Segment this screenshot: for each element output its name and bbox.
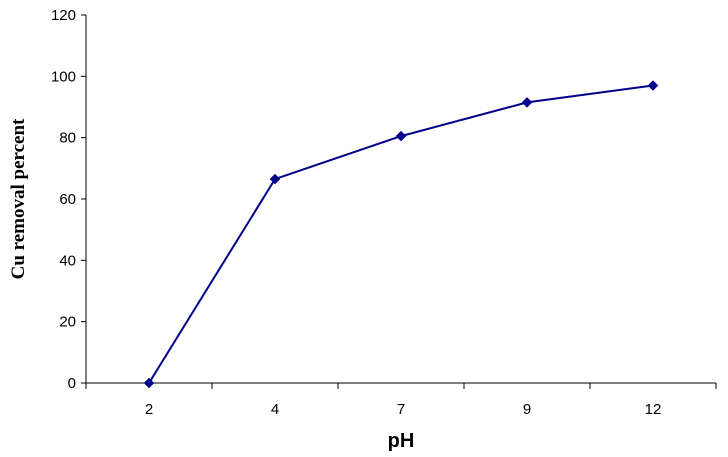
y-axis: 0 20 40 60 80 100 120 bbox=[51, 7, 87, 392]
data-point-12 bbox=[647, 80, 659, 91]
x-tick-label: 12 bbox=[645, 401, 662, 418]
series-line bbox=[148, 84, 654, 384]
y-tick-label: 60 bbox=[59, 191, 76, 208]
y-tick-label: 100 bbox=[51, 68, 76, 85]
y-tick-label: 80 bbox=[59, 130, 76, 147]
data-point-4 bbox=[269, 173, 281, 185]
x-ticks: 2 4 7 9 12 bbox=[85, 383, 717, 418]
y-ticks: 0 20 40 60 80 100 120 bbox=[51, 7, 86, 392]
y-tick-label: 120 bbox=[51, 7, 76, 24]
x-axis: 2 4 7 9 12 bbox=[85, 382, 717, 418]
y-tick-label: 0 bbox=[68, 375, 76, 392]
data-point-2 bbox=[143, 377, 155, 389]
data-point-9 bbox=[521, 97, 533, 108]
plot-area bbox=[143, 80, 659, 389]
y-tick-label: 40 bbox=[59, 252, 76, 269]
data-point-7 bbox=[395, 130, 407, 142]
x-tick-label: 7 bbox=[397, 401, 405, 418]
x-tick-label: 4 bbox=[271, 401, 279, 418]
x-axis-title: pH bbox=[388, 430, 415, 452]
y-axis-title: Cu removal percent bbox=[8, 118, 29, 279]
y-tick-label: 20 bbox=[59, 314, 76, 331]
x-tick-label: 9 bbox=[523, 401, 531, 418]
x-tick-label: 2 bbox=[145, 401, 153, 418]
